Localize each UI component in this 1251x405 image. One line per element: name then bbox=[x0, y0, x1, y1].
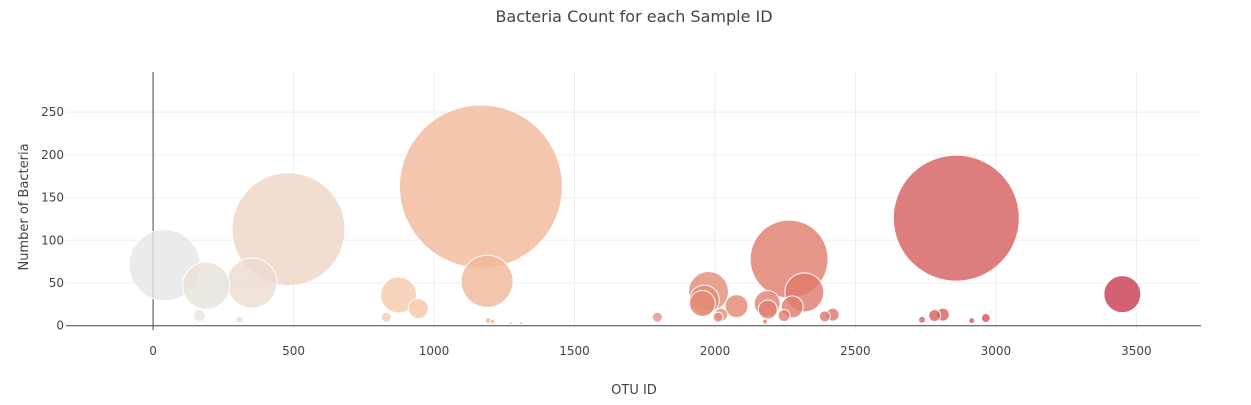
bubble-point bbox=[688, 290, 716, 318]
bubble-point bbox=[757, 299, 778, 320]
bubble-point bbox=[380, 276, 418, 314]
bubble-point bbox=[509, 321, 514, 326]
bubble-point bbox=[761, 318, 768, 325]
bubble-point bbox=[651, 311, 663, 323]
bubble-point bbox=[407, 298, 429, 320]
bubble-point bbox=[928, 308, 942, 322]
bubble-point bbox=[460, 254, 514, 308]
chart-title: Bacteria Count for each Sample ID bbox=[495, 7, 772, 26]
bubble-point bbox=[712, 311, 724, 323]
bubble-point bbox=[380, 311, 392, 323]
bubble-point bbox=[231, 172, 346, 287]
x-tick-label: 2000 bbox=[700, 344, 731, 358]
y-tick-label: 0 bbox=[56, 319, 64, 333]
y-axis-title: Number of Bacteria bbox=[17, 143, 32, 270]
bubble-point bbox=[818, 310, 831, 323]
x-tick-label: 1000 bbox=[419, 344, 450, 358]
bubble-point bbox=[398, 104, 563, 269]
x-axis-title: OTU ID bbox=[611, 383, 657, 398]
bubble-point bbox=[777, 308, 791, 322]
x-tick-label: 3000 bbox=[981, 344, 1012, 358]
bubble-point bbox=[968, 317, 976, 325]
bubble-point bbox=[489, 318, 496, 325]
bubble-point bbox=[182, 261, 231, 310]
bubble-point bbox=[226, 257, 278, 309]
x-tick-label: 1500 bbox=[559, 344, 590, 358]
bubble-point bbox=[192, 308, 206, 322]
y-tick-label: 200 bbox=[41, 148, 64, 162]
bubble-point bbox=[724, 294, 749, 319]
y-tick-label: 100 bbox=[41, 233, 64, 247]
x-tick-label: 500 bbox=[282, 344, 305, 358]
x-tick-label: 2500 bbox=[840, 344, 871, 358]
bubble-point bbox=[518, 321, 523, 326]
y-tick-label: 150 bbox=[41, 191, 64, 205]
bubble-point bbox=[235, 315, 244, 324]
bubble-point bbox=[892, 154, 1020, 282]
x-tick-label: 0 bbox=[149, 344, 157, 358]
bubble-point bbox=[1103, 275, 1142, 314]
x-tick-label: 3500 bbox=[1121, 344, 1152, 358]
tick-layer: 0 500 1000 1500 2000 2500 3000 3500 0 50 100 150 200… bbox=[41, 105, 1152, 358]
bubble-point bbox=[918, 315, 927, 324]
y-tick-label: 50 bbox=[49, 276, 64, 290]
y-tick-label: 250 bbox=[41, 105, 64, 119]
bubble-layer bbox=[128, 104, 1142, 326]
bubble-point bbox=[980, 313, 991, 324]
